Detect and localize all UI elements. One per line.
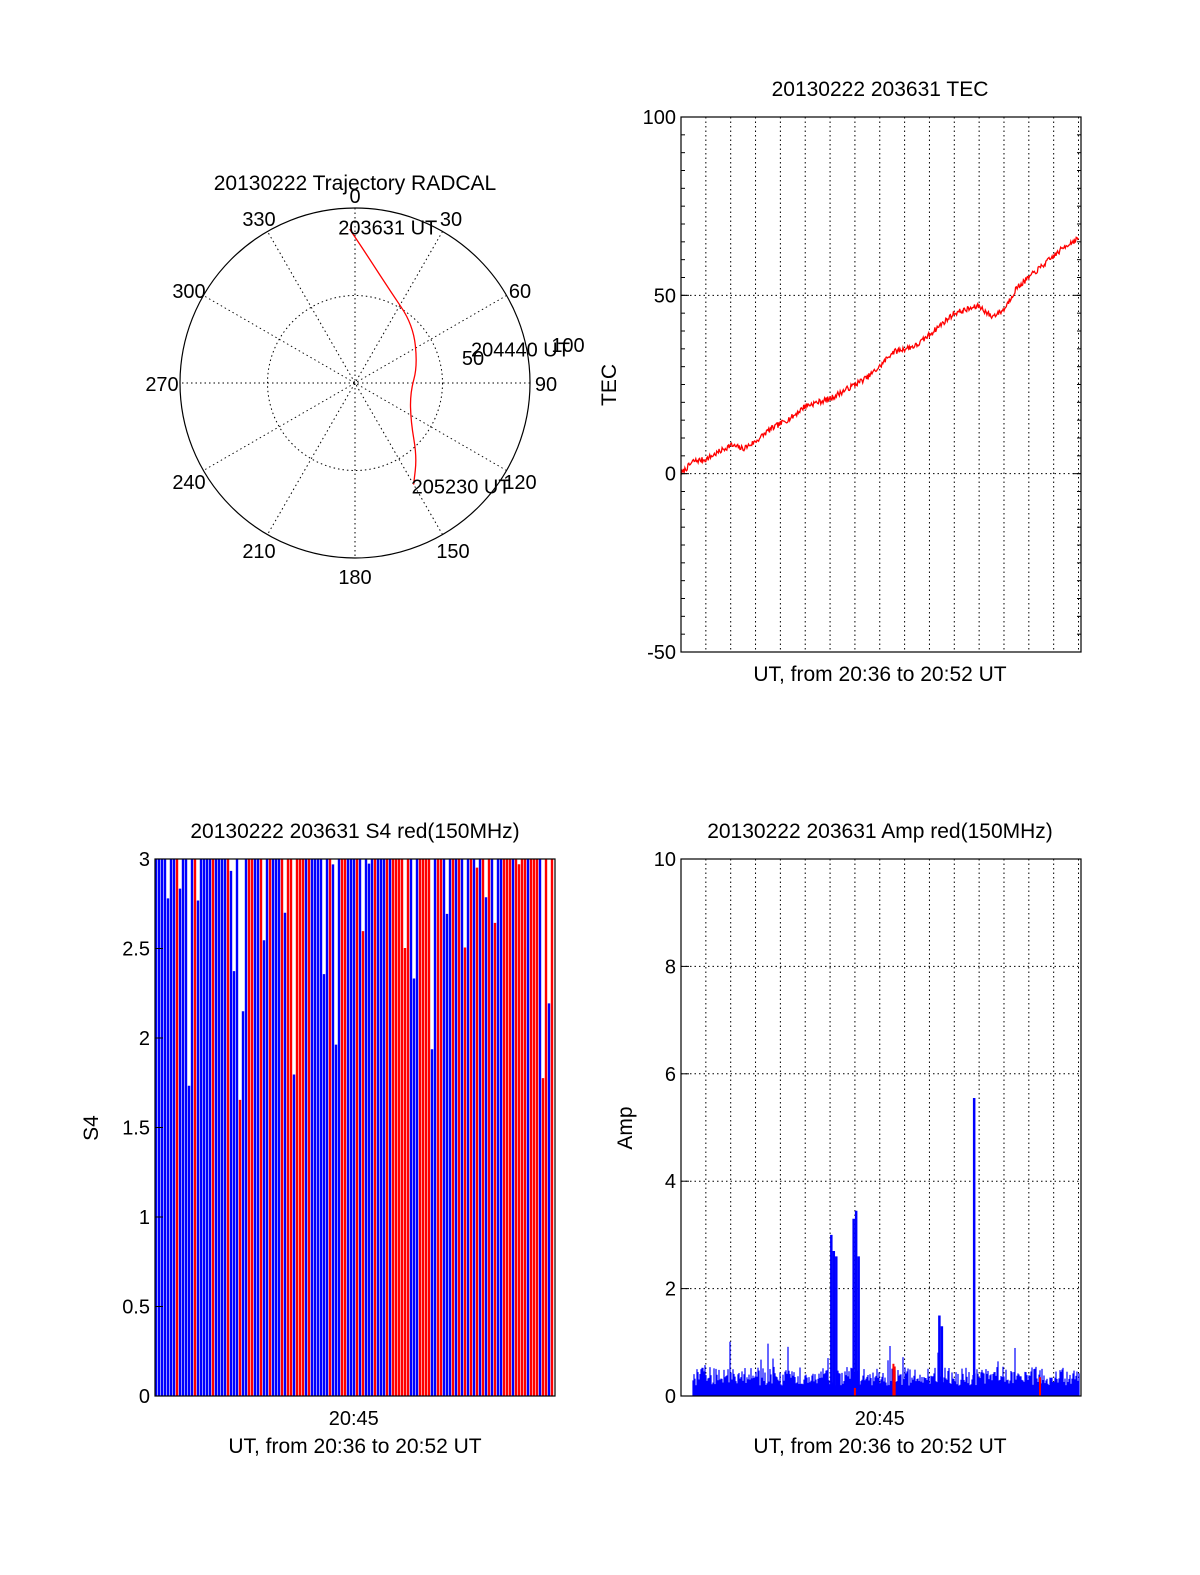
polar-angle-label: 180 (338, 567, 371, 589)
polar-angle-label: 210 (242, 541, 275, 563)
amp-grid (681, 859, 1081, 1396)
amp-y-tick-label: 2 (665, 1279, 676, 1301)
tec-y-tick-label: 100 (643, 107, 676, 129)
s4-y-tick-label: 1.5 (122, 1118, 150, 1140)
trajectory-track (349, 228, 417, 485)
amp-frame (680, 858, 1082, 1397)
polar-angle-label: 0 (349, 186, 360, 208)
tec-y-ticks: -50 0 50 100 (643, 107, 1081, 664)
s4-bars (154, 859, 554, 1396)
tec-series-line (680, 236, 1079, 476)
s4-y-tick-label: 0.5 (122, 1297, 150, 1319)
polar-angle-label: 30 (440, 209, 462, 231)
tec-plot: 20130222 203631 TEC -50 0 50 100 TEC UT, fr… (598, 78, 1082, 686)
polar-radius-label: 100 (551, 335, 584, 357)
polar-outer-ring (179, 207, 531, 559)
polar-grid-ring-50 (267, 295, 443, 471)
tec-frame (680, 116, 1082, 653)
polar-angle-label: 240 (172, 472, 205, 494)
amp-y-tick-label: 0 (665, 1386, 676, 1408)
s4-x-label: UT, from 20:36 to 20:52 UT (228, 1435, 481, 1458)
s4-y-tick-label: 0 (139, 1386, 150, 1408)
s4-y-tick-label: 2.5 (122, 939, 150, 961)
tec-y-tick-label: 50 (654, 285, 676, 307)
polar-angle-label: 60 (509, 281, 531, 303)
amp-y-tick-label: 10 (654, 849, 676, 871)
trajectory-title: 20130222 Trajectory RADCAL (214, 172, 497, 195)
s4-plot: 20130222 203631 S4 red(150MHz) 0 0.5 1 1.5 2… (80, 820, 556, 1458)
s4-y-tick-label: 2 (139, 1028, 150, 1050)
amp-y-label: Amp (614, 1106, 637, 1149)
amp-y-tick-label: 8 (665, 956, 676, 978)
s4-y-ticks: 0 0.5 1 1.5 2 2.5 3 (122, 849, 163, 1408)
polar-angle-label: 120 (503, 472, 536, 494)
tec-title: 20130222 203631 TEC (772, 78, 989, 101)
amp-y-tick-label: 4 (665, 1171, 676, 1193)
polar-angle-label: 90 (535, 374, 557, 396)
amp-title: 20130222 203631 Amp red(150MHz) (707, 820, 1053, 843)
amp-x-label: UT, from 20:36 to 20:52 UT (753, 1435, 1006, 1458)
tec-y-tick-label: 0 (665, 464, 676, 486)
s4-y-label: S4 (80, 1115, 103, 1141)
amp-y-ticks: 0 2 4 6 8 10 (654, 849, 689, 1408)
tec-y-tick-label: -50 (647, 642, 676, 664)
polar-radius-labels: 50 100 (462, 335, 585, 370)
tec-y-label: TEC (598, 364, 621, 406)
tec-x-label: UT, from 20:36 to 20:52 UT (753, 663, 1006, 686)
trajectory-annotations: 203631 UT 204440 UT 205230 UT (338, 217, 570, 498)
polar-radius-label: 50 (462, 348, 484, 370)
s4-x-tick-label: 20:45 (329, 1408, 379, 1430)
trajectory-polar-plot: 20130222 Trajectory RADCAL 0 30 60 90 120 150… (145, 172, 584, 589)
polar-angle-label: 150 (436, 541, 469, 563)
s4-title: 20130222 203631 S4 red(150MHz) (190, 820, 519, 843)
amp-plot: 20130222 203631 Amp red(150MHz) 0246810 … (614, 820, 1082, 1458)
polar-angle-label: 300 (172, 281, 205, 303)
trajectory-time-label: 203631 UT (338, 217, 437, 239)
amp-y-tick-label: 6 (665, 1064, 676, 1086)
amp-x-tick-label: 20:45 (855, 1408, 905, 1430)
s4-y-tick-label: 3 (139, 849, 150, 871)
amp-bars (692, 1097, 1080, 1396)
tec-grid (681, 117, 1081, 652)
trajectory-time-label: 205230 UT (412, 477, 511, 499)
polar-grid (180, 208, 530, 558)
s4-y-tick-label: 1 (139, 1207, 150, 1229)
polar-angle-label: 270 (145, 374, 178, 396)
polar-angle-label: 330 (242, 209, 275, 231)
polar-angle-labels: 0 30 60 90 120 150 180 210 240 270 300 330 (145, 186, 557, 589)
trajectory-time-label: 204440 UT (471, 340, 570, 362)
